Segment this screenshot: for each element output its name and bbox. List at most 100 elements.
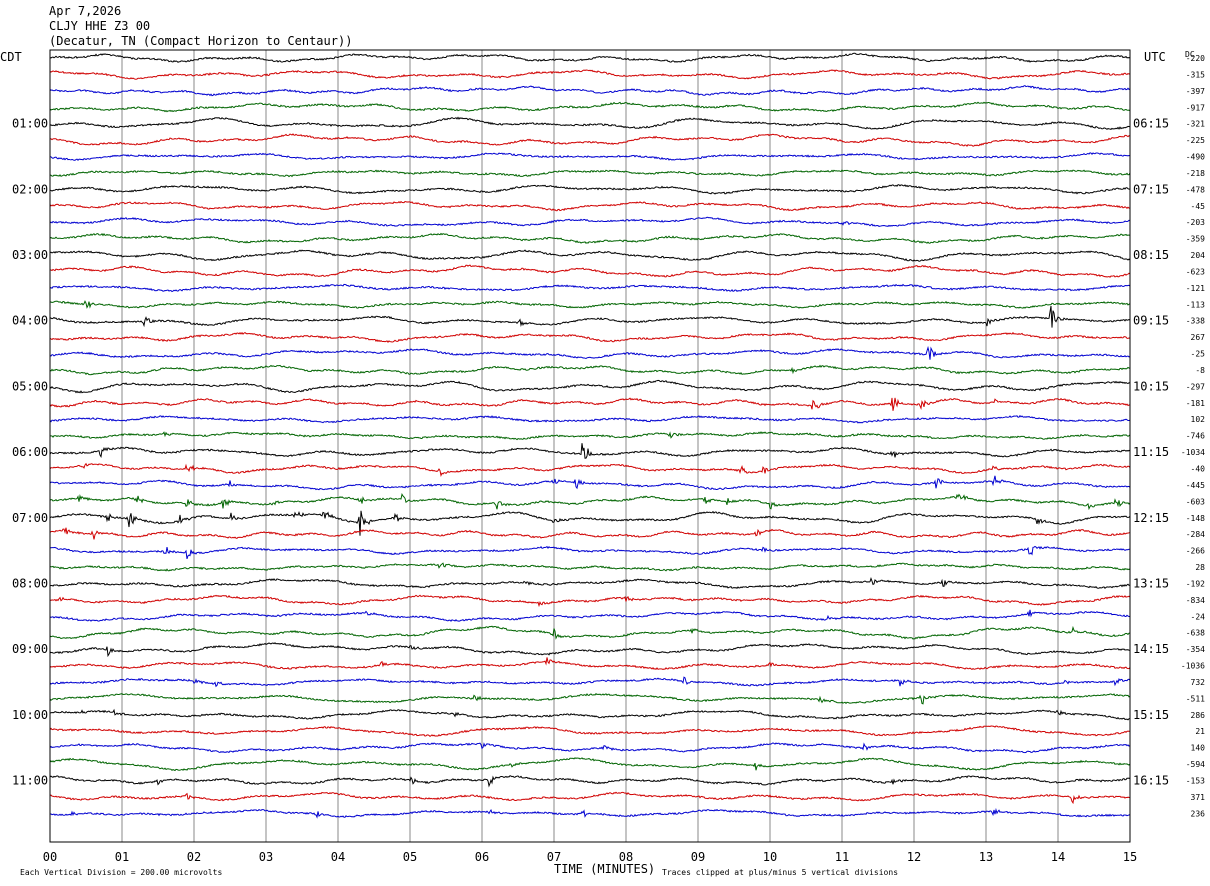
trace-19 [49,345,1131,360]
trace-16 [50,300,1131,309]
dc-offset-label: -478 [1186,185,1205,194]
dc-offset-label: -397 [1186,87,1205,96]
dc-offset-label: -225 [1186,136,1205,145]
trace-18 [49,331,1131,344]
dc-offset-label: -623 [1186,267,1205,276]
trace-33 [49,576,1131,590]
trace-23 [49,414,1131,424]
trace-32 [49,562,1131,572]
trace-25 [49,443,1131,459]
dc-offset-label: -834 [1186,596,1205,605]
right-hour-label: 08:15 [1133,248,1169,262]
trace-1 [49,52,1131,63]
trace-42 [49,725,1131,738]
x-tick-label: 07 [547,850,561,864]
dc-offset-label: 102 [1191,415,1206,424]
dc-offset-label: -1034 [1181,448,1205,457]
trace-10 [49,200,1131,212]
dc-offset-label: -24 [1191,612,1206,621]
x-tick-label: 05 [403,850,417,864]
dc-offset-label: -359 [1186,235,1205,244]
x-tick-label: 04 [331,850,345,864]
trace-30 [49,527,1131,540]
x-tick-label: 10 [763,850,777,864]
right-hour-label: 10:15 [1133,379,1169,393]
dc-offset-label: -511 [1186,694,1205,703]
left-hour-label: 07:00 [12,511,48,525]
dc-offset-label: -338 [1186,317,1205,326]
right-hour-label: 09:15 [1133,314,1169,328]
trace-14 [49,264,1131,278]
dc-offset-label: -297 [1186,382,1205,391]
date-label: Apr 7,2026 [49,4,122,18]
trace-28 [49,492,1131,511]
trace-8 [49,169,1131,178]
dc-label: DC [1185,50,1195,59]
right-hour-label: 13:15 [1133,576,1169,590]
trace-17 [49,305,1131,328]
plot-frame [49,49,1131,843]
dc-offset-label: 286 [1191,711,1206,720]
axes [49,49,1131,843]
trace-11 [49,216,1131,227]
trace-35 [49,609,1130,622]
dc-offset-label: -113 [1186,300,1205,309]
trace-45 [49,775,1131,788]
x-tick-label: 13 [979,850,993,864]
trace-7 [49,152,1131,162]
trace-15 [49,283,1131,293]
trace-39 [49,676,1131,688]
x-tick-label: 02 [187,850,201,864]
trace-20 [49,364,1131,376]
dc-offset-label: -181 [1186,399,1205,408]
left-hour-label: 09:00 [12,642,48,656]
dc-offset-label: 204 [1191,251,1206,260]
dc-offset-label: -445 [1186,481,1205,490]
trace-40 [49,692,1131,705]
left-axis-title: CDT [0,50,22,64]
dc-offset-label: -121 [1186,284,1205,293]
right-hour-label: 07:15 [1133,182,1169,196]
x-tick-label: 01 [115,850,129,864]
right-hour-label: 06:15 [1133,117,1169,131]
trace-26 [49,462,1131,477]
x-tick-label: 08 [619,850,633,864]
trace-9 [49,184,1130,195]
minute-gridlines [121,50,1059,842]
trace-21 [49,379,1131,394]
trace-6 [49,133,1131,147]
dc-offset-label: 21 [1195,727,1205,736]
dc-offset-label: 267 [1191,333,1206,342]
x-tick-label: 03 [259,850,273,864]
trace-4 [49,101,1131,113]
trace-24 [50,431,1131,441]
dc-offset-label: -218 [1186,169,1205,178]
trace-5 [49,116,1131,130]
trace-2 [49,69,1131,80]
trace-36 [49,625,1131,640]
right-hour-label: 12:15 [1133,511,1169,525]
x-tick-label: 11 [835,850,849,864]
trace-38 [49,657,1131,671]
dc-offset-label: 732 [1191,678,1206,687]
left-hour-label: 01:00 [12,117,48,131]
dc-offset-label: 371 [1191,793,1206,802]
dc-offset-label: -917 [1186,103,1205,112]
x-tick-label: 09 [691,850,705,864]
dc-offset-label: -1036 [1181,662,1205,671]
x-tick-label: 00 [43,850,57,864]
left-hour-label: 06:00 [12,445,48,459]
location-label: (Decatur, TN (Compact Horizon to Centaur… [49,34,353,48]
right-hour-label: 16:15 [1133,773,1169,787]
x-tick-label: 14 [1051,850,1065,864]
left-hour-label: 10:00 [12,708,48,722]
left-hour-label: 04:00 [12,314,48,328]
x-tick-label: 15 [1123,850,1137,864]
station-label: CLJY HHE Z3 00 [49,19,151,33]
trace-31 [49,545,1131,560]
trace-46 [49,791,1131,805]
dc-offset-label: 140 [1191,744,1206,753]
trace-47 [49,807,1131,819]
trace-13 [49,249,1131,262]
